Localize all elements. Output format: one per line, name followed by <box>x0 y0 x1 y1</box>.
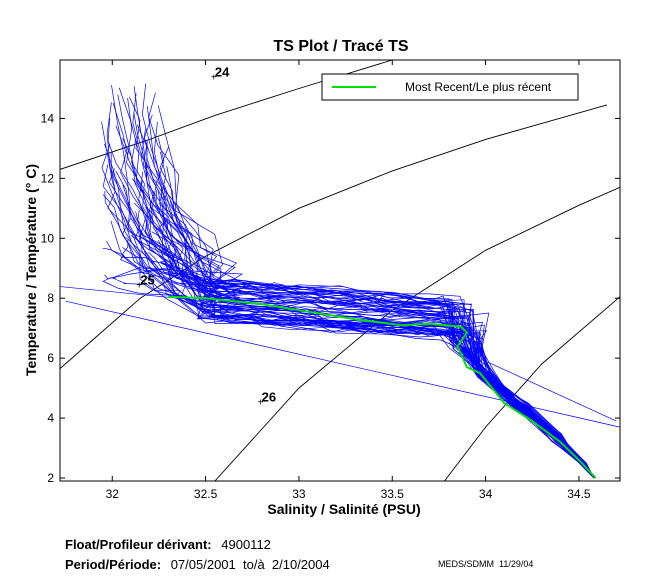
historical-profiles <box>60 83 620 479</box>
historical-profile-line <box>110 152 595 479</box>
historical-profile-line <box>106 102 595 479</box>
y-tick-label: 4 <box>47 411 54 425</box>
meds-stamp: MEDS/SDMM 11/29/04 <box>438 559 534 569</box>
historical-profile-line <box>145 206 595 479</box>
x-tick-label: 32.5 <box>194 487 218 501</box>
historical-profile-line <box>111 262 595 479</box>
historical-profile-line <box>132 93 595 479</box>
historical-profile-line <box>158 219 595 479</box>
isopycnal-label-24: 24 <box>215 64 230 79</box>
x-tick-label: 34 <box>479 487 493 501</box>
isopycnal-line-26 <box>214 186 620 481</box>
historical-profile-line <box>151 231 595 479</box>
y-tick-label: 14 <box>41 111 55 125</box>
y-tick-label: 12 <box>41 171 55 185</box>
x-tick-label: 34.5 <box>567 487 591 501</box>
y-tick-label: 6 <box>47 351 54 365</box>
historical-profile-line <box>134 211 595 479</box>
historical-profile-line <box>162 186 595 479</box>
historical-profile-line <box>163 191 595 479</box>
float-label: Float/Profileur dérivant: <box>65 537 212 552</box>
historical-profile-line <box>65 300 620 428</box>
historical-profile-line <box>121 217 595 479</box>
historical-profile-line <box>104 190 595 479</box>
x-tick-label: 33 <box>292 487 306 501</box>
historical-profile-line <box>101 121 595 479</box>
isopycnal-label-26: 26 <box>262 390 276 405</box>
x-tick-label: 33.5 <box>381 487 405 501</box>
isopycnal-label-25: 25 <box>140 273 154 288</box>
period-line: Period/Période: 07/05/2001 to/à 2/10/200… <box>65 557 330 572</box>
isopycnal-plus-25: + <box>136 281 142 292</box>
historical-profile-line <box>104 143 595 479</box>
historical-profile-line <box>60 286 299 311</box>
y-axis-label: Temperature / Température (° C) <box>23 164 39 376</box>
historical-profile-line <box>112 102 595 479</box>
y-tick-label: 8 <box>47 291 54 305</box>
x-axis-label: Salinity / Salinité (PSU) <box>267 501 420 517</box>
period-value: 07/05/2001 to/à 2/10/2004 <box>170 557 330 572</box>
historical-profile-line <box>133 202 595 479</box>
isopycnal-plus-24: + <box>211 72 217 83</box>
isopycnal-line-25 <box>60 104 608 369</box>
historical-profile-line <box>140 171 595 479</box>
legend: Most Recent/Le plus récent <box>321 73 579 101</box>
plot-frame <box>59 59 621 482</box>
historical-profile-line <box>485 360 617 422</box>
historical-profile-line <box>148 191 595 479</box>
historical-profile-line <box>110 220 595 479</box>
historical-profile-line <box>153 121 595 479</box>
y-tick-label: 10 <box>41 231 55 245</box>
chart-title: TS Plot / Tracé TS <box>273 38 408 55</box>
historical-profile-line <box>137 209 595 479</box>
historical-profile-line <box>102 194 595 479</box>
isopycnal-line-unlabeled-3 <box>444 296 620 481</box>
float-line: Float/Profileur dérivant: 4900112 <box>65 537 271 552</box>
historical-profile-line <box>111 85 595 479</box>
historical-profile-line <box>102 247 595 479</box>
most-recent-line <box>168 295 597 479</box>
y-tick-label: 2 <box>47 471 54 485</box>
historical-profile-line <box>106 241 595 479</box>
period-label: Period/Période: <box>65 557 162 572</box>
historical-profile-line <box>126 98 595 479</box>
isopycnal-plus-26: + <box>258 398 264 409</box>
most-recent-profile <box>168 295 597 479</box>
legend-label-most-recent: Most Recent/Le plus récent <box>405 80 552 94</box>
x-tick-label: 32 <box>106 487 120 501</box>
float-value: 4900112 <box>221 537 271 552</box>
isopycnal-labels: +24+25+26 <box>136 64 276 408</box>
